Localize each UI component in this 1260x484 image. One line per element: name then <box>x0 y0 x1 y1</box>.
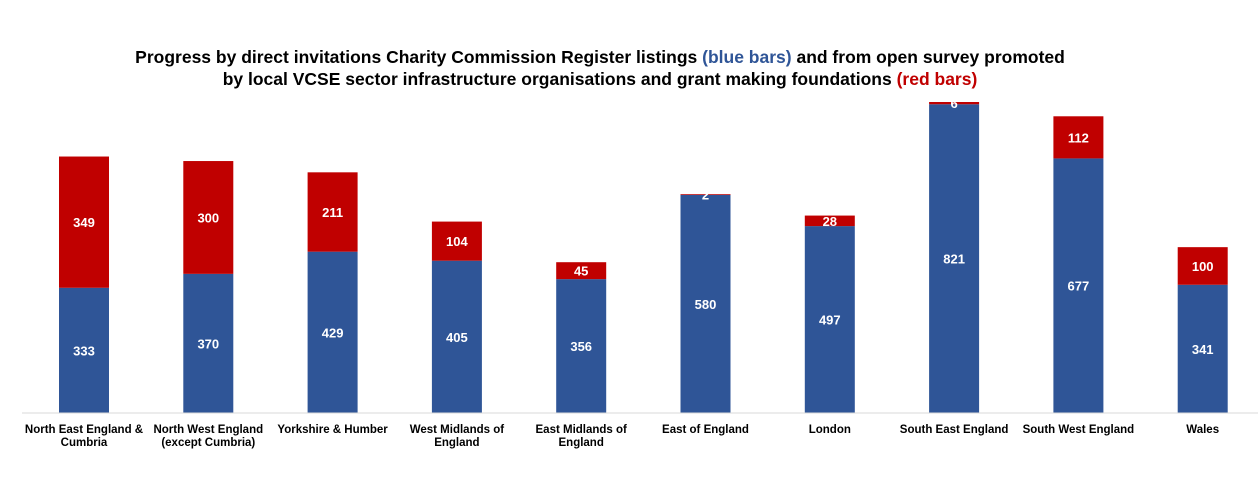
red-bar-label-0: 349 <box>73 215 95 230</box>
chart-title-blue-text: (blue bars) <box>702 47 792 67</box>
chart-title-line-2-prefix: by local VCSE sector infrastructure orga… <box>222 69 897 89</box>
category-label-4: East Midlands of England <box>536 424 628 449</box>
category-label-7: South East England <box>900 424 1009 436</box>
blue-bar-7 <box>929 104 980 413</box>
blue-bar-label-4: 356 <box>570 339 592 354</box>
chart-title-red-text: (red bars) <box>896 69 978 89</box>
chart-title: Progress by direct invitations Charity C… <box>0 46 1200 90</box>
category-label-line: North East England & <box>25 424 143 436</box>
category-label-line: Yorkshire & Humber <box>277 424 388 436</box>
blue-bar-0 <box>59 287 109 413</box>
category-label-line: Cumbria <box>61 437 108 449</box>
chart-title-line-1-prefix: Progress by direct invitations Charity C… <box>135 47 703 67</box>
category-label-9: Wales <box>1186 424 1219 436</box>
red-bar-7 <box>929 102 980 105</box>
category-label-line: North West England <box>153 424 263 436</box>
category-label-0: North East England & Cumbria <box>25 424 143 449</box>
category-label-line: West Midlands of <box>410 424 505 436</box>
blue-bar-label-2: 429 <box>322 325 344 340</box>
category-label-1: North West England (except Cumbria) <box>153 424 263 449</box>
red-bar-0 <box>59 156 109 288</box>
chart-title-line-1-suffix: and from open survey promoted <box>791 47 1065 67</box>
blue-bar-label-5: 580 <box>695 297 717 312</box>
red-bar-9 <box>1177 247 1228 285</box>
blue-bar-label-7: 821 <box>943 252 965 267</box>
red-bar-8 <box>1053 116 1104 159</box>
category-label-8: South West England <box>1023 424 1135 436</box>
category-label-line: London <box>809 424 851 436</box>
blue-bar-9 <box>1177 284 1228 413</box>
red-bar-label-9: 100 <box>1192 259 1214 274</box>
category-label-line: England <box>559 437 604 449</box>
red-bar-label-7: 6 <box>950 96 957 111</box>
blue-bar-label-0: 333 <box>73 343 95 358</box>
blue-bar-3 <box>431 260 482 413</box>
red-bar-label-3: 104 <box>446 234 468 249</box>
blue-bar-5 <box>680 194 731 413</box>
red-bar-label-5: 2 <box>702 188 709 203</box>
category-label-2: Yorkshire & Humber <box>277 424 388 436</box>
red-bar-label-2: 211 <box>322 205 343 220</box>
category-label-line: South West England <box>1023 424 1135 436</box>
category-label-line: East of England <box>662 424 749 436</box>
blue-bar-label-3: 405 <box>446 330 468 345</box>
blue-bar-label-8: 677 <box>1068 279 1090 294</box>
category-label-line: East Midlands of <box>536 424 628 436</box>
category-labels-group: North East England & Cumbria North West En… <box>25 424 1219 449</box>
blue-bar-4 <box>556 279 607 413</box>
category-label-5: East of England <box>662 424 749 436</box>
red-bar-6 <box>804 215 855 227</box>
blue-bar-1 <box>183 273 234 413</box>
category-label-6: London <box>809 424 851 436</box>
blue-bar-label-9: 341 <box>1192 342 1214 357</box>
blue-bar-8 <box>1053 158 1104 413</box>
category-label-line: (except Cumbria) <box>161 437 255 449</box>
red-bar-5 <box>680 194 731 195</box>
category-label-line: England <box>434 437 479 449</box>
blue-bar-label-6: 497 <box>819 313 841 328</box>
category-label-line: Wales <box>1186 424 1219 436</box>
category-label-line: South East England <box>900 424 1009 436</box>
red-bar-label-8: 112 <box>1068 130 1089 145</box>
red-bar-3 <box>431 221 482 261</box>
bars-group: 333 349 370 300 429 211 405 104 356 45 580 2 497 28 82… <box>59 96 1228 413</box>
blue-bar-6 <box>804 226 855 413</box>
red-bar-1 <box>183 161 234 274</box>
red-bar-label-6: 28 <box>823 214 837 229</box>
red-bar-label-4: 45 <box>574 264 588 279</box>
blue-bar-label-1: 370 <box>197 336 219 351</box>
red-bar-label-1: 300 <box>197 210 219 225</box>
red-bar-4 <box>556 262 607 280</box>
blue-bar-2 <box>307 251 358 413</box>
category-label-3: West Midlands of England <box>410 424 505 449</box>
red-bar-2 <box>307 172 358 252</box>
chart-title-line-1: Progress by direct invitations Charity C… <box>0 46 1200 68</box>
chart-title-line-2: by local VCSE sector infrastructure orga… <box>0 68 1200 90</box>
